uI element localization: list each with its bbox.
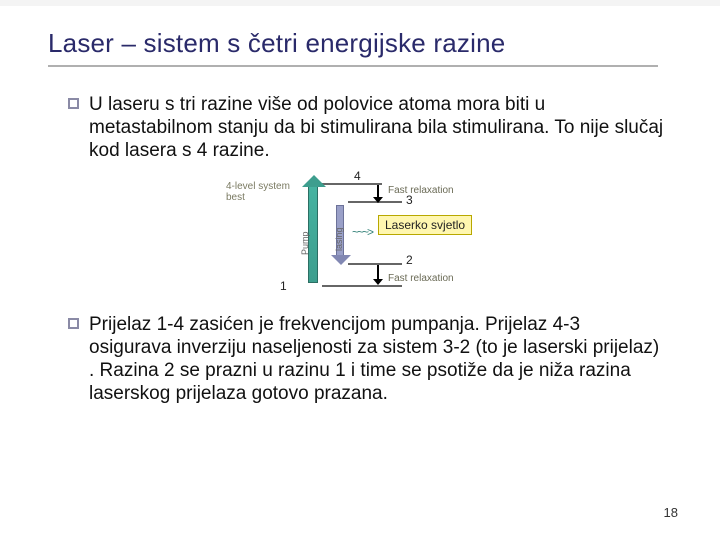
level-1-bar [322,285,402,287]
fast-relax-top-label: Fast relaxation [388,185,454,196]
slide: Laser – sistem s četri energijske razine… [0,0,720,540]
bullet-text: Prijelaz 1-4 zasićen je frekvencijom pum… [89,313,666,406]
pump-label: Pump [300,231,310,255]
bullet-icon [68,318,79,329]
level-1-number: 1 [280,279,287,293]
lasing-label: lasing [334,227,344,251]
relax-2to1-head-icon [373,279,383,285]
level-3-number: 3 [406,193,413,207]
laser-light-callout: Laserko svjetlo [378,215,472,235]
diagram-canvas: 4-level system best Pump lasing Fast rel… [222,177,502,295]
system-label-line1: 4-level system [226,181,290,192]
system-label-line2: best [226,192,245,203]
level-4-bar [322,183,382,185]
page-number: 18 [664,505,678,520]
laser-emission-icon: ~~~> [352,225,372,239]
bullet-item: U laseru s tri razine više od polovice a… [48,93,676,163]
title-underline [48,65,658,67]
pump-arrow-head-icon [302,175,326,187]
bullet-text: U laseru s tri razine više od polovice a… [89,93,666,163]
level-2-bar [348,263,402,265]
bullet-item: Prijelaz 1-4 zasićen je frekvencijom pum… [48,313,676,406]
fast-relax-bot-label: Fast relaxation [388,273,454,284]
four-level-diagram: 4-level system best Pump lasing Fast rel… [222,177,502,295]
bullet-icon [68,98,79,109]
lasing-arrow-head-icon [331,255,351,265]
level-4-number: 4 [354,169,361,183]
level-2-number: 2 [406,253,413,267]
diagram-system-label: 4-level system best [226,181,290,203]
relax-4to3-head-icon [373,197,383,203]
page-title: Laser – sistem s četri energijske razine [48,28,676,59]
